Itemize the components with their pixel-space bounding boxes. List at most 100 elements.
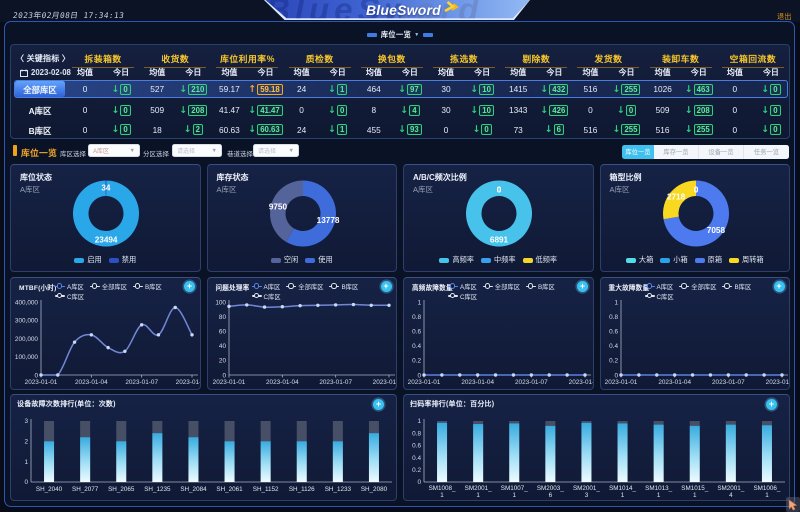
bar[interactable]: [332, 441, 343, 482]
data-point[interactable]: [56, 373, 60, 377]
bar[interactable]: [689, 425, 700, 482]
legend-item[interactable]: 小箱: [660, 255, 688, 265]
data-point[interactable]: [89, 333, 94, 337]
legend-item[interactable]: 低频率: [522, 255, 557, 265]
data-point[interactable]: [139, 323, 144, 327]
legend-item[interactable]: 使用: [305, 255, 333, 265]
data-point[interactable]: [744, 373, 748, 377]
bar[interactable]: [296, 441, 307, 482]
legend-item[interactable]: B库区: [722, 283, 751, 291]
bar[interactable]: [116, 441, 127, 482]
data-point[interactable]: [458, 373, 462, 377]
expand-button[interactable]: +: [380, 280, 392, 292]
bar[interactable]: [473, 424, 484, 482]
bar[interactable]: [617, 423, 628, 482]
bar[interactable]: [368, 433, 379, 482]
logout-button[interactable]: 退出: [777, 12, 792, 21]
filter-select[interactable]: A库区 ▼: [88, 144, 140, 157]
bar[interactable]: [581, 422, 592, 482]
data-point[interactable]: [726, 373, 730, 377]
bar[interactable]: [653, 424, 664, 482]
data-point[interactable]: [440, 373, 444, 377]
legend-item[interactable]: C库区: [55, 293, 84, 301]
legend-item[interactable]: 中频率: [480, 255, 516, 265]
data-point[interactable]: [315, 303, 320, 307]
segment-option[interactable]: 任务一览: [744, 145, 789, 159]
legend-item[interactable]: 全部库区: [679, 283, 716, 291]
segment-option[interactable]: 库存一览: [654, 145, 699, 159]
view-tab[interactable]: 库位一览 ▼: [0, 29, 800, 41]
legend-item[interactable]: B库区: [329, 283, 358, 291]
data-point[interactable]: [39, 373, 43, 377]
data-point[interactable]: [190, 333, 194, 337]
data-point[interactable]: [475, 373, 480, 377]
data-point[interactable]: [511, 373, 516, 377]
legend-item[interactable]: A库区: [55, 283, 84, 291]
legend-item[interactable]: C库区: [448, 293, 477, 301]
data-point[interactable]: [123, 349, 127, 353]
pie-segment[interactable]: [285, 180, 336, 247]
legend-item[interactable]: 全部库区: [89, 283, 127, 291]
data-point[interactable]: [779, 373, 784, 377]
pie-segment[interactable]: [105, 180, 107, 197]
data-point[interactable]: [244, 303, 248, 307]
legend-item[interactable]: 大箱: [625, 255, 653, 265]
data-point[interactable]: [690, 373, 694, 377]
pie-segment[interactable]: [269, 180, 303, 242]
legend-item[interactable]: A库区: [448, 283, 477, 291]
data-point[interactable]: [708, 373, 712, 377]
legend-item[interactable]: A库区: [251, 283, 280, 291]
legend-item[interactable]: C库区: [644, 293, 674, 301]
data-point[interactable]: [529, 373, 534, 377]
data-point[interactable]: [672, 373, 676, 377]
data-point[interactable]: [654, 373, 658, 377]
data-point[interactable]: [386, 303, 391, 307]
legend-item[interactable]: 全部库区: [286, 283, 323, 291]
data-point[interactable]: [262, 305, 266, 309]
data-point[interactable]: [636, 373, 641, 377]
expand-button[interactable]: +: [766, 399, 777, 410]
legend-item[interactable]: 高频率: [439, 255, 474, 265]
data-point[interactable]: [226, 304, 231, 309]
legend-item[interactable]: A库区: [644, 283, 673, 291]
bar[interactable]: [437, 422, 448, 482]
expand-button[interactable]: +: [184, 280, 195, 292]
legend-item[interactable]: 全部库区: [482, 283, 520, 291]
data-point[interactable]: [618, 373, 623, 377]
pie-segment[interactable]: [72, 180, 139, 247]
bar[interactable]: [761, 425, 772, 482]
filter-select[interactable]: 请选择 ▼: [172, 144, 222, 157]
legend-item[interactable]: 禁用: [108, 255, 136, 265]
legend-item[interactable]: 周转箱: [729, 255, 764, 265]
segment-active[interactable]: 库位一览: [622, 145, 654, 159]
legend-item[interactable]: B库区: [132, 283, 162, 291]
legend-item[interactable]: 空闲: [270, 255, 298, 265]
bar[interactable]: [725, 424, 736, 482]
legend-item[interactable]: 启用: [74, 255, 102, 265]
bar[interactable]: [152, 433, 163, 482]
data-point[interactable]: [761, 373, 766, 377]
bar[interactable]: [260, 441, 271, 482]
data-point[interactable]: [369, 303, 373, 307]
data-point[interactable]: [583, 373, 587, 377]
data-point[interactable]: [493, 373, 498, 377]
legend-item[interactable]: C库区: [251, 293, 281, 301]
data-point[interactable]: [106, 345, 110, 350]
pie-segment[interactable]: [465, 180, 532, 247]
data-point[interactable]: [565, 373, 569, 377]
bar[interactable]: [224, 441, 235, 482]
pie-segment[interactable]: [663, 180, 729, 247]
expand-button[interactable]: +: [773, 280, 785, 292]
kpi-row-label[interactable]: 全部库区: [23, 85, 57, 95]
pie-segment[interactable]: [662, 180, 696, 220]
data-point[interactable]: [351, 302, 355, 307]
data-point[interactable]: [297, 303, 302, 308]
data-point[interactable]: [422, 373, 426, 377]
bar[interactable]: [44, 441, 55, 482]
segment-option[interactable]: 设备一览: [699, 145, 744, 159]
data-point[interactable]: [156, 333, 161, 337]
filter-select[interactable]: 请选择 ▼: [253, 144, 299, 157]
data-point[interactable]: [333, 303, 337, 307]
legend-item[interactable]: B库区: [525, 283, 555, 291]
kpi-row-label[interactable]: B库区: [28, 125, 52, 136]
